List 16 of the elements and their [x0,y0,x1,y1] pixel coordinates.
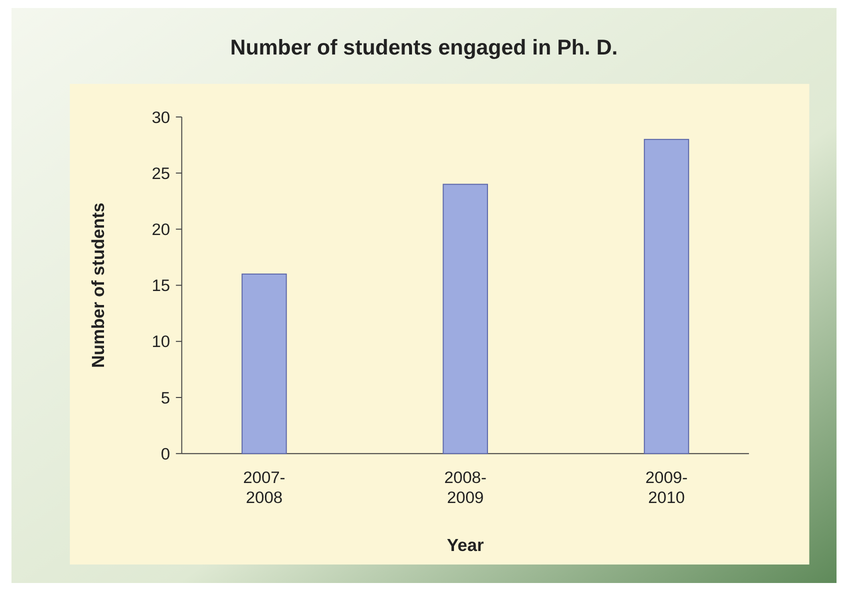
y-tick-label: 10 [152,332,170,352]
bar [644,138,690,454]
x-tick-label: 2007-2008 [243,468,286,508]
y-tick-label: 15 [152,276,170,296]
x-axis-title: Year [446,534,484,555]
x-tick-label: 2008-2009 [444,468,486,508]
chart-title: Number of students engaged in Ph. D. [230,36,618,60]
y-axis-title: Number of students [88,202,108,368]
y-tick-label: 0 [160,444,170,464]
y-tick-label: 30 [152,108,170,127]
y-tick-label: 25 [152,164,170,183]
y-tick-label: 5 [160,388,170,408]
bar [442,184,488,454]
x-tick-label: 2009-2010 [645,468,688,508]
y-tick-label: 20 [152,220,170,239]
bar [242,274,287,454]
